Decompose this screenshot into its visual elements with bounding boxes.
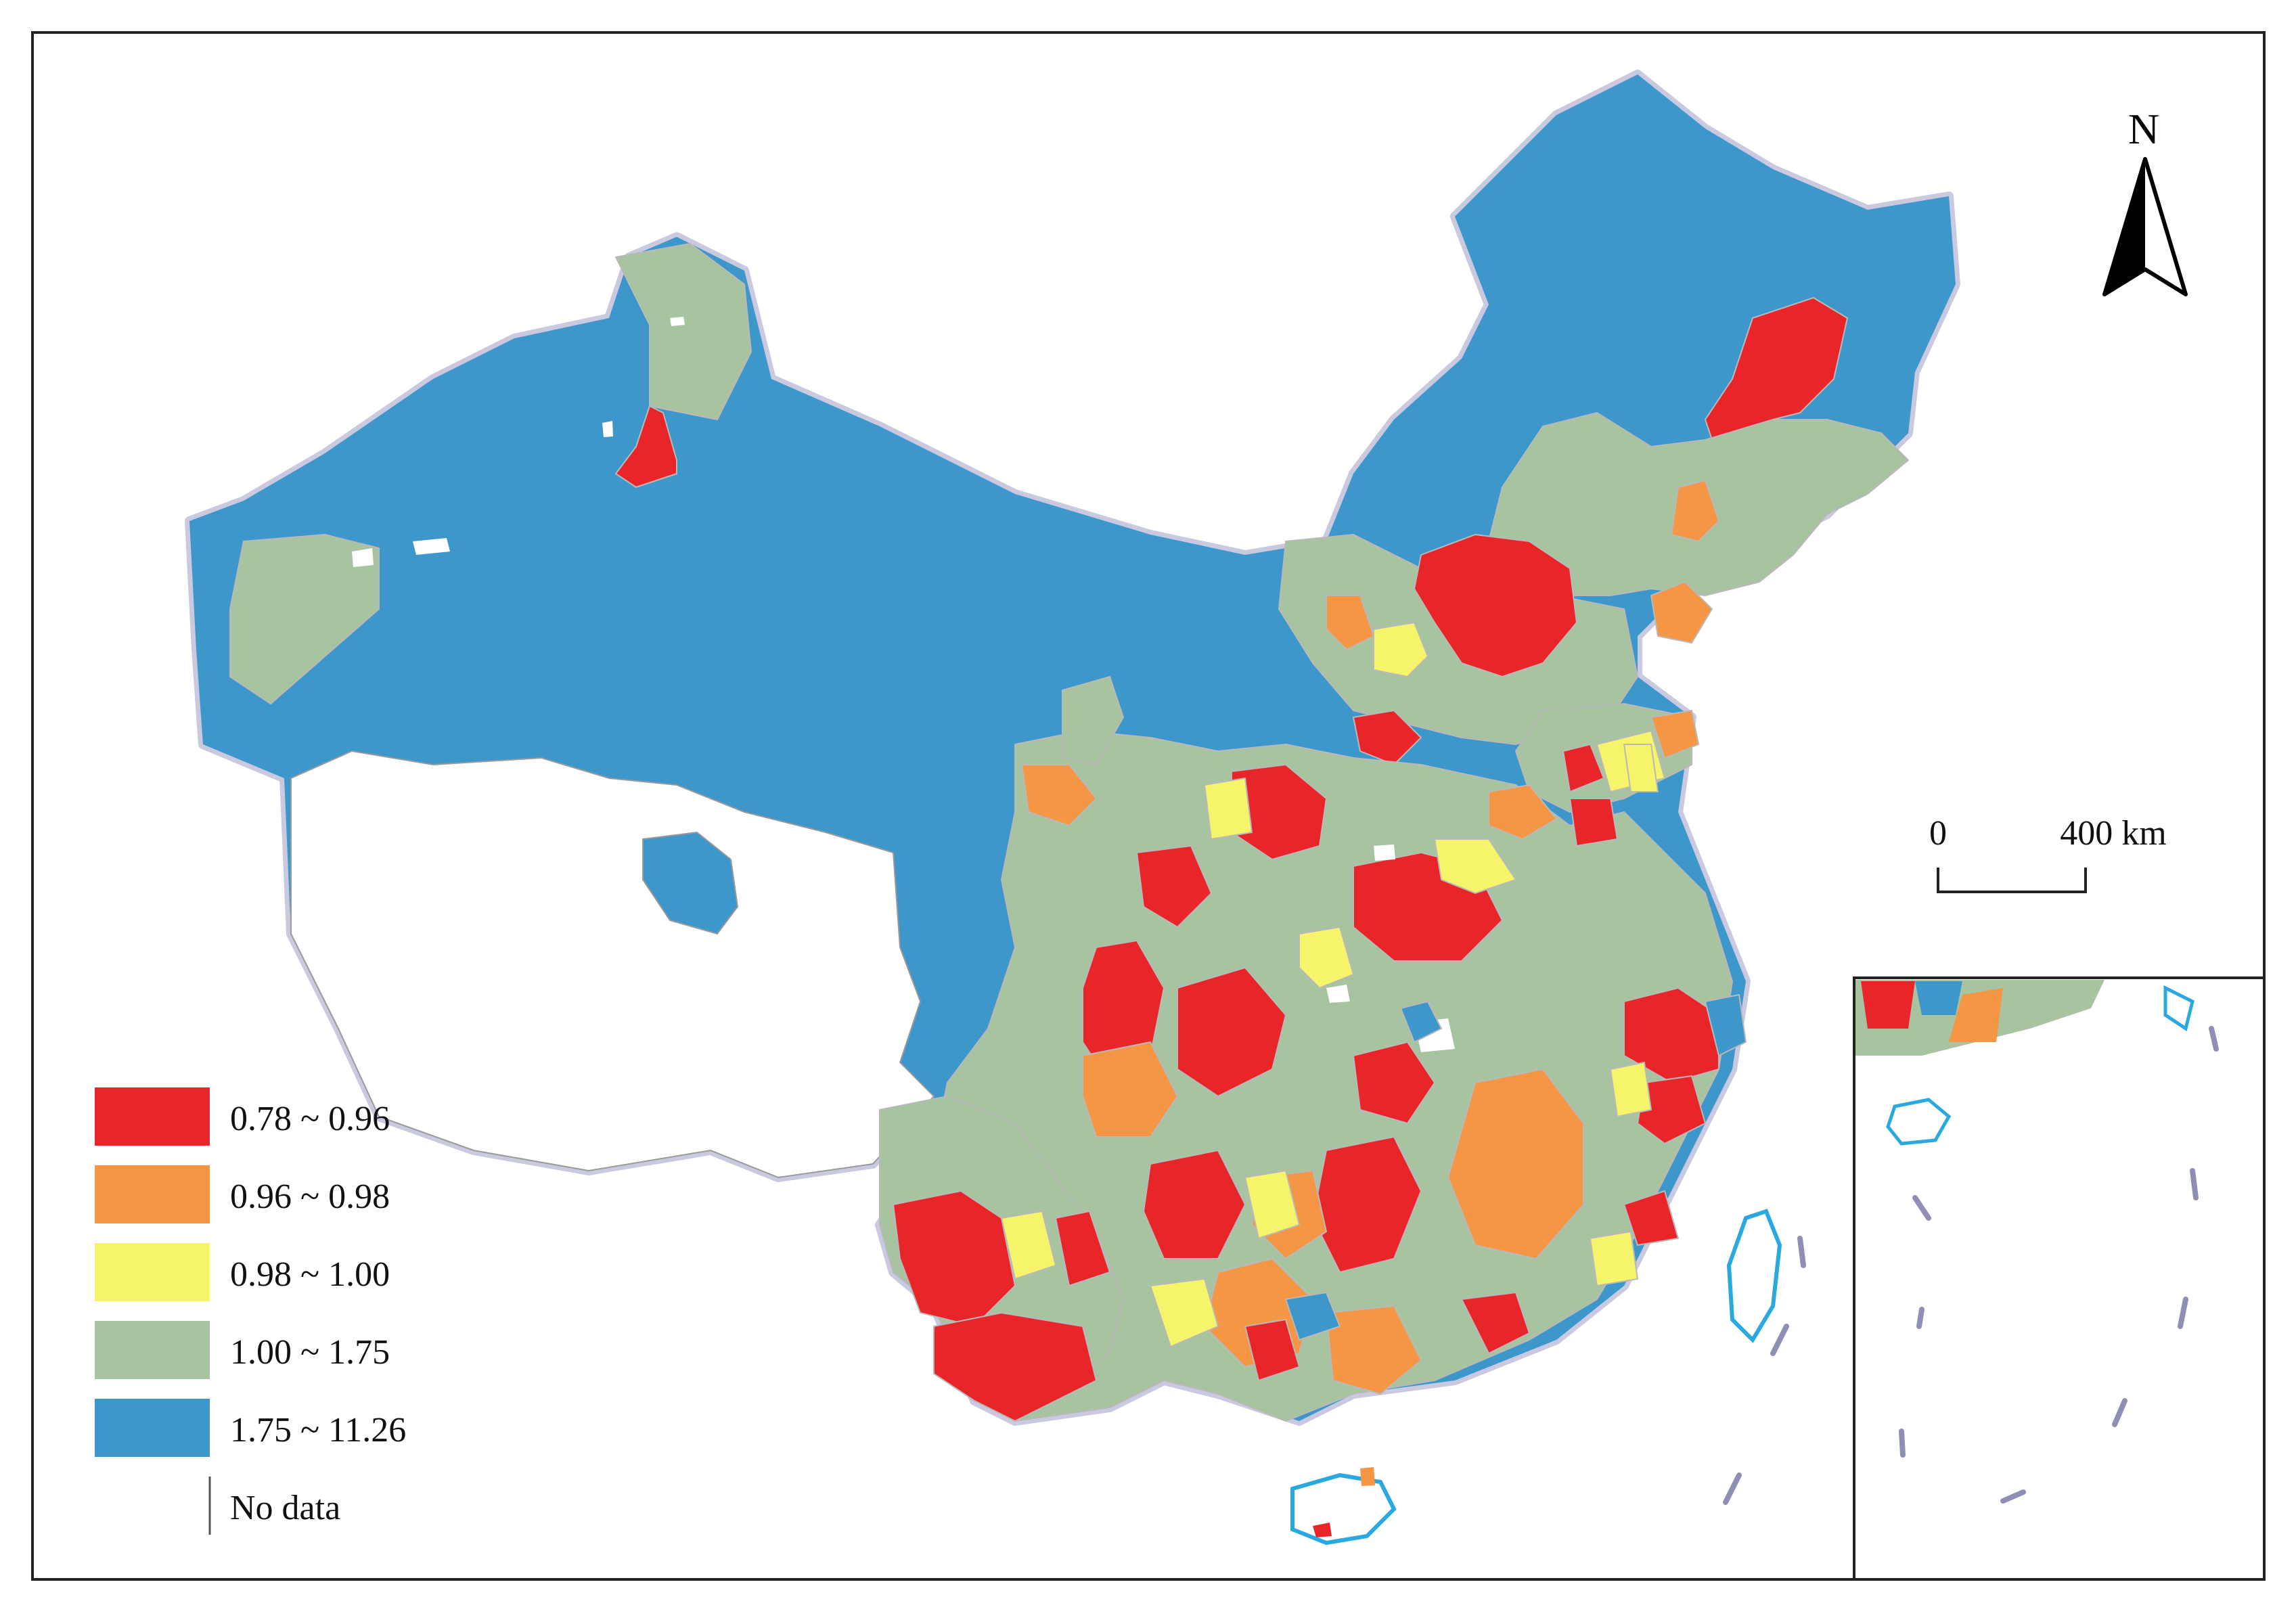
region-red-guangdong [1461, 1292, 1530, 1354]
region-yellow-chongqing [1299, 926, 1354, 989]
legend-item-0: 0.78 ~ 0.96 [95, 1087, 390, 1146]
region-red-shandong [1562, 744, 1604, 792]
region-no-data-tibet [290, 750, 935, 1179]
region-red-guangxi [1244, 1319, 1300, 1381]
legend-item-5: No data [208, 1477, 340, 1535]
island-hainan-red [1313, 1523, 1332, 1537]
region-yellow-henan [1434, 838, 1516, 894]
region-red-anhui [1623, 987, 1719, 1083]
region-yellow-fujian [1590, 1231, 1638, 1286]
legend-label-2: 0.98 ~ 1.00 [230, 1255, 390, 1294]
region-blue-shanghai [1705, 994, 1747, 1056]
region-red-beijing [1414, 534, 1577, 677]
north-arrow-fill [2104, 159, 2145, 294]
region-orange-sichuan [1082, 1041, 1178, 1138]
region-red-yunnan-3 [1055, 1211, 1110, 1286]
region-red-hubei [1353, 1041, 1435, 1124]
region-red-fujian [1623, 1190, 1679, 1246]
legend: 0.78 ~ 0.96 0.96 ~ 0.98 0.98 ~ 1.00 1.00… [95, 1087, 406, 1535]
north-arrow: N [2102, 105, 2188, 296]
region-orange-jiangxi [1447, 1069, 1584, 1259]
region-red-yunnan-1 [893, 1190, 1016, 1327]
region-green-northwest [615, 243, 752, 420]
region-orange-gansu [1021, 764, 1097, 826]
legend-swatch-yellow [95, 1243, 210, 1301]
inset-nine-dash-line [1899, 1026, 2219, 1504]
inset-hainan [1886, 1098, 1952, 1146]
inset-border [1853, 976, 2266, 1581]
region-red-guizhou [1143, 1150, 1246, 1259]
inset-red-1 [1861, 981, 1915, 1029]
no-data-lake-1 [413, 538, 450, 555]
region-red-sichuan-2 [1177, 967, 1286, 1097]
region-green-west [229, 534, 380, 704]
region-orange-shandong [1650, 710, 1699, 759]
legend-swatch-orange [95, 1165, 210, 1223]
legend-item-1: 0.96 ~ 0.98 [95, 1165, 390, 1223]
region-yellow-guangxi [1150, 1278, 1219, 1347]
legend-item-2: 0.98 ~ 1.00 [95, 1243, 390, 1301]
region-yellow-jiangsu [1623, 744, 1659, 792]
region-green-gansu [1062, 676, 1124, 765]
no-data-spot-2 [1326, 985, 1350, 1003]
scale-start-label: 0 [1929, 814, 1947, 853]
legend-label-5: No data [230, 1489, 340, 1527]
north-label: N [2128, 105, 2159, 153]
legend-item-4: 1.75 ~ 11.26 [95, 1399, 406, 1457]
region-blue-wuhan [1400, 1001, 1442, 1043]
region-red-yunnan-2 [933, 1312, 1097, 1422]
scale-end-label: 400 km [2060, 814, 2166, 853]
legend-label-4: 1.75 ~ 11.26 [230, 1411, 406, 1449]
region-red-hebei [1353, 710, 1422, 765]
inset-taiwan [2163, 985, 2194, 1032]
legend-label-1: 0.96 ~ 0.98 [230, 1177, 390, 1216]
region-blue-qinghai-lake [642, 831, 739, 935]
no-data-lake-4 [670, 317, 685, 326]
region-yellow-zhejiang [1610, 1062, 1652, 1117]
region-red-zhejiang [1637, 1075, 1706, 1144]
no-data-spot-3 [1374, 845, 1395, 861]
region-orange-northeast [1671, 480, 1719, 542]
nine-dash-line [1723, 1236, 1806, 1505]
region-orange-north [1326, 595, 1374, 650]
region-yellow-yunnan [1001, 1211, 1056, 1280]
legend-item-3: 1.00 ~ 1.75 [95, 1321, 390, 1379]
scale-bar: 0 400 km [1929, 814, 2167, 893]
no-data-lake-2 [352, 548, 374, 567]
inset-map [1853, 976, 2266, 1581]
legend-swatch-red [95, 1087, 210, 1146]
scale-line [1937, 868, 2087, 893]
region-orange-liaoning [1650, 581, 1713, 644]
island-taiwan [1726, 1209, 1782, 1343]
legend-label-3: 1.00 ~ 1.75 [230, 1333, 390, 1372]
region-yellow-shaanxi [1204, 778, 1253, 840]
legend-swatch-green [95, 1321, 210, 1379]
region-orange-guangdong [1326, 1305, 1422, 1395]
region-orange-henan [1488, 784, 1557, 840]
island-hainan-orange [1360, 1467, 1375, 1486]
region-red-northwest [615, 405, 677, 488]
inset-blue-1 [1915, 981, 1962, 1015]
no-data-lake-3 [602, 421, 613, 437]
region-yellow-guizhou [1244, 1170, 1300, 1239]
inset-orange-1 [1949, 988, 2003, 1042]
region-yellow-north [1373, 622, 1428, 677]
region-red-jiangsu-1 [1569, 798, 1618, 847]
region-red-shaanxi-2 [1136, 845, 1212, 928]
legend-swatch-blue [95, 1399, 210, 1457]
region-blue-southwest [1285, 1292, 1341, 1341]
legend-label-0: 0.78 ~ 0.96 [230, 1100, 390, 1138]
